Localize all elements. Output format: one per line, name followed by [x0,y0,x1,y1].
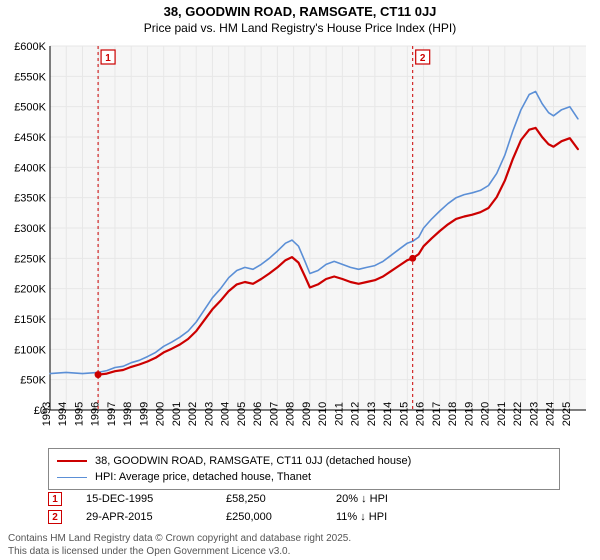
sales-table: 1 15-DEC-1995£58,25020% ↓ HPI 2 29-APR-2015… [48,490,436,526]
svg-text:2018: 2018 [447,402,459,426]
legend-box: 38, GOODWIN ROAD, RAMSGATE, CT11 0JJ (de… [48,448,560,490]
svg-text:2020: 2020 [480,402,492,426]
legend-row: HPI: Average price, detached house, Than… [57,469,551,485]
svg-text:2022: 2022 [512,402,524,426]
svg-text:1999: 1999 [138,402,150,426]
svg-text:2015: 2015 [398,402,410,426]
svg-text:2024: 2024 [545,402,557,426]
svg-text:1995: 1995 [73,402,85,426]
svg-text:2: 2 [420,53,426,64]
svg-text:2025: 2025 [561,402,573,426]
legend-label: 38, GOODWIN ROAD, RAMSGATE, CT11 0JJ (de… [95,455,411,467]
chart-area: £0£50K£100K£150K£200K£250K£300K£350K£400… [8,40,592,440]
chart-svg: £0£50K£100K£150K£200K£250K£300K£350K£400… [8,40,592,440]
svg-text:1: 1 [105,53,111,64]
chart-title-block: 38, GOODWIN ROAD, RAMSGATE, CT11 0JJ Pri… [0,0,600,35]
sales-diff: 20% ↓ HPI [336,493,436,505]
sales-date: 15-DEC-1995 [86,493,226,505]
svg-text:2003: 2003 [203,402,215,426]
svg-text:2012: 2012 [350,402,362,426]
svg-text:£50K: £50K [20,375,46,387]
chart-title-line1: 38, GOODWIN ROAD, RAMSGATE, CT11 0JJ [0,4,600,19]
svg-text:2011: 2011 [333,402,345,426]
sales-row: 2 29-APR-2015£250,00011% ↓ HPI [48,508,436,526]
svg-text:2017: 2017 [431,402,443,426]
svg-text:£250K: £250K [14,253,46,265]
footer-attribution: Contains HM Land Registry data © Crown c… [8,533,351,558]
svg-text:£500K: £500K [14,102,46,114]
legend-swatch [57,477,87,478]
chart-title-line2: Price paid vs. HM Land Registry's House … [0,21,600,35]
svg-text:2004: 2004 [220,402,232,426]
svg-text:1998: 1998 [122,402,134,426]
sales-price: £250,000 [226,511,336,523]
legend-row: 38, GOODWIN ROAD, RAMSGATE, CT11 0JJ (de… [57,453,551,469]
svg-text:2005: 2005 [236,402,248,426]
legend-swatch [57,460,87,462]
sales-badge: 2 [48,510,62,524]
svg-text:1994: 1994 [57,402,69,426]
svg-text:2009: 2009 [301,402,313,426]
sales-diff: 11% ↓ HPI [336,511,436,523]
svg-text:£450K: £450K [14,132,46,144]
sales-badge: 1 [48,492,62,506]
legend-label: HPI: Average price, detached house, Than… [95,471,311,483]
svg-text:£200K: £200K [14,284,46,296]
svg-text:2023: 2023 [528,402,540,426]
svg-text:2001: 2001 [171,402,183,426]
svg-text:2007: 2007 [268,402,280,426]
svg-text:2016: 2016 [415,402,427,426]
svg-text:2008: 2008 [285,402,297,426]
svg-text:2000: 2000 [155,402,167,426]
sales-row: 1 15-DEC-1995£58,25020% ↓ HPI [48,490,436,508]
svg-text:1993: 1993 [41,402,53,426]
sales-date: 29-APR-2015 [86,511,226,523]
svg-text:1996: 1996 [90,402,102,426]
svg-text:2002: 2002 [187,402,199,426]
svg-text:£600K: £600K [14,41,46,53]
svg-text:£350K: £350K [14,193,46,205]
footer-line2: This data is licensed under the Open Gov… [8,546,351,559]
svg-text:2019: 2019 [463,402,475,426]
svg-text:1997: 1997 [106,402,118,426]
svg-text:2010: 2010 [317,402,329,426]
svg-text:2021: 2021 [496,402,508,426]
svg-text:2014: 2014 [382,402,394,426]
sales-price: £58,250 [226,493,336,505]
svg-text:£300K: £300K [14,223,46,235]
svg-text:2006: 2006 [252,402,264,426]
footer-line1: Contains HM Land Registry data © Crown c… [8,533,351,546]
svg-text:£400K: £400K [14,162,46,174]
svg-text:£550K: £550K [14,71,46,83]
svg-text:£100K: £100K [14,344,46,356]
svg-text:2013: 2013 [366,402,378,426]
svg-text:£150K: £150K [14,314,46,326]
